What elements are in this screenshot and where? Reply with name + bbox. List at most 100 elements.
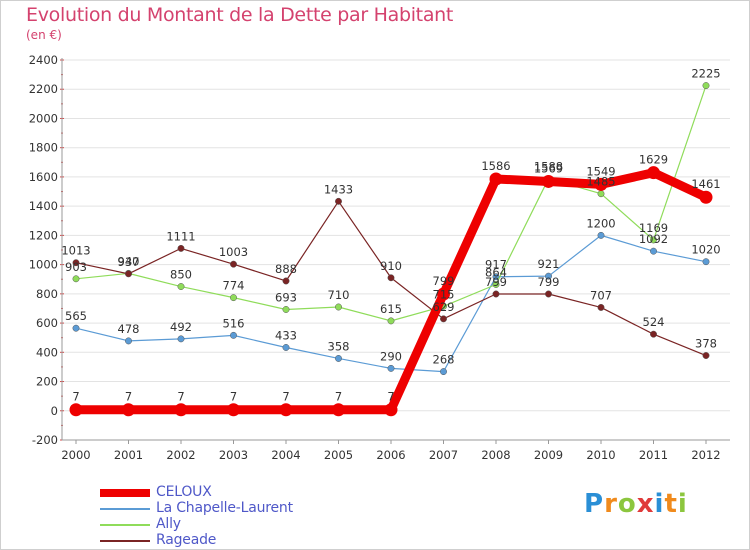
data-point xyxy=(437,287,450,301)
data-label: 378 xyxy=(695,337,717,351)
data-label: 921 xyxy=(538,257,560,271)
data-label: 917 xyxy=(485,258,507,272)
chart-subtitle: (en €) xyxy=(26,28,62,42)
data-label: 910 xyxy=(380,259,402,273)
data-label: 7 xyxy=(72,390,79,404)
legend-label: La Chapelle-Laurent xyxy=(156,500,293,516)
data-point xyxy=(542,174,555,188)
data-label: 864 xyxy=(485,265,507,279)
data-point xyxy=(230,260,237,268)
data-point xyxy=(387,364,395,372)
data-point xyxy=(174,403,188,417)
data-label: 693 xyxy=(275,290,297,304)
y-tick-label: 1800 xyxy=(29,141,58,155)
data-point xyxy=(177,244,185,252)
data-label: 1169 xyxy=(639,221,668,235)
data-point xyxy=(72,324,80,332)
logo-letter: P xyxy=(584,489,605,519)
data-label: 7 xyxy=(230,390,237,404)
data-point xyxy=(230,331,237,339)
data-label: 715 xyxy=(433,287,455,301)
data-point xyxy=(230,294,237,302)
data-point xyxy=(440,368,447,376)
data-point xyxy=(387,317,395,325)
data-point xyxy=(332,403,345,417)
data-label: 707 xyxy=(590,288,612,302)
data-point xyxy=(650,236,657,244)
y-tick-label: -200 xyxy=(32,433,58,447)
logo-letter: x xyxy=(636,489,655,519)
data-label: 1003 xyxy=(219,245,248,259)
x-tick-label: 2004 xyxy=(271,448,300,462)
x-tick-label: 2003 xyxy=(219,448,248,462)
x-tick-label: 2008 xyxy=(481,448,510,462)
legend-label: CELOUX xyxy=(156,484,212,500)
data-point xyxy=(492,281,500,288)
series-layer xyxy=(69,82,713,417)
data-label: 1092 xyxy=(639,232,668,246)
data-point xyxy=(492,290,500,298)
logo-letter: t xyxy=(664,489,678,519)
data-label: 478 xyxy=(118,322,140,336)
data-point xyxy=(489,172,503,186)
data-point xyxy=(545,272,552,280)
y-tick-label: 2000 xyxy=(29,111,58,125)
data-point xyxy=(335,303,342,311)
x-tick-label: 2012 xyxy=(691,448,720,462)
data-label: 937 xyxy=(118,255,140,269)
data-point xyxy=(177,283,185,290)
data-point xyxy=(650,247,657,255)
data-label: 358 xyxy=(328,339,350,353)
data-point xyxy=(594,177,608,191)
data-label: 7 xyxy=(335,390,342,404)
data-label: 1433 xyxy=(324,182,353,196)
data-label: 629 xyxy=(433,300,455,314)
data-label: 850 xyxy=(170,268,192,282)
data-point xyxy=(282,306,290,313)
data-point xyxy=(702,82,710,90)
logo-letter: i xyxy=(654,489,665,519)
data-label: 1586 xyxy=(481,159,510,173)
y-tick-label: 2400 xyxy=(29,53,58,67)
data-point xyxy=(384,403,398,417)
legend-label: Ally xyxy=(156,516,181,532)
data-label: 1549 xyxy=(586,164,615,178)
x-tick-label: 2006 xyxy=(376,448,405,462)
y-tick-label: 800 xyxy=(36,287,58,301)
data-label: 1200 xyxy=(586,216,615,230)
data-point xyxy=(597,231,605,239)
data-label: 774 xyxy=(223,279,245,293)
x-tick-label: 2011 xyxy=(639,448,668,462)
data-label: 799 xyxy=(485,275,507,289)
data-label: 1111 xyxy=(166,229,195,243)
x-tick-label: 2010 xyxy=(586,448,615,462)
data-label: 565 xyxy=(65,309,87,323)
data-point xyxy=(279,403,293,417)
y-tick-label: 600 xyxy=(36,316,58,330)
y-tick-label: 200 xyxy=(36,375,58,389)
data-label: 1629 xyxy=(639,153,668,167)
data-label: 1013 xyxy=(61,244,90,258)
y-tick-label: 400 xyxy=(36,345,58,359)
legend-swatch xyxy=(100,508,150,510)
data-point xyxy=(647,166,660,180)
data-label: 516 xyxy=(223,316,245,330)
x-tick-label: 2005 xyxy=(324,448,353,462)
legend-swatch xyxy=(100,540,150,542)
data-label: 1569 xyxy=(534,161,563,175)
x-tick-label: 2002 xyxy=(166,448,195,462)
data-label: 903 xyxy=(65,260,87,274)
logo-letter: i xyxy=(677,489,688,519)
data-point xyxy=(177,335,185,343)
label-layer: 565 478 492 516 433 358 290 268 917 921 1200 1092 10… xyxy=(61,67,720,404)
data-point xyxy=(702,258,710,266)
data-point xyxy=(597,303,605,311)
data-label: 7 xyxy=(177,390,184,404)
data-point xyxy=(545,290,552,298)
data-point xyxy=(282,277,290,285)
data-point xyxy=(387,274,395,282)
y-tick-label: 0 xyxy=(51,404,58,418)
data-point xyxy=(282,344,290,351)
data-label: 492 xyxy=(170,320,192,334)
data-point xyxy=(125,337,132,345)
